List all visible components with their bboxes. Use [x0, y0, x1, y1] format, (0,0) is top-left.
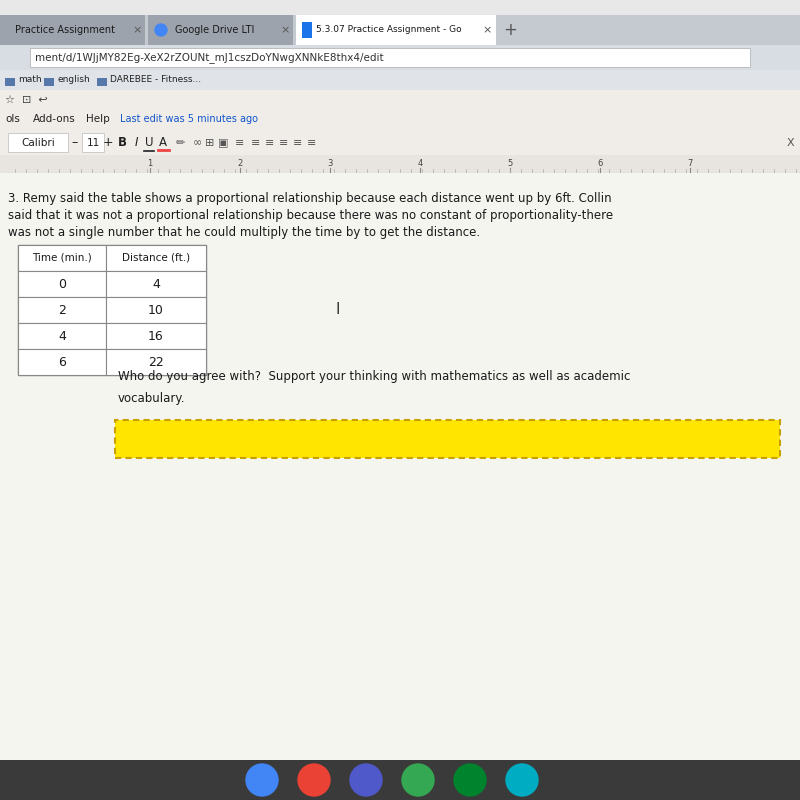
Circle shape [454, 764, 486, 796]
Text: ols: ols [5, 114, 20, 124]
Text: A: A [159, 137, 167, 150]
Bar [0, 760, 800, 800]
Text: –: – [72, 137, 78, 150]
Bar [18, 245, 106, 271]
Text: +: + [503, 21, 517, 39]
Text: Calibri: Calibri [21, 138, 55, 148]
Text: 6: 6 [598, 159, 602, 169]
Text: Google Drive LTI: Google Drive LTI [175, 25, 254, 35]
Text: ✏: ✏ [175, 138, 185, 148]
Text: vocabulary.: vocabulary. [118, 392, 186, 405]
Text: 5.3.07 Practice Assignment - Go: 5.3.07 Practice Assignment - Go [316, 26, 462, 34]
Circle shape [155, 24, 167, 36]
Text: ☆  ⊡  ↩: ☆ ⊡ ↩ [5, 95, 48, 105]
Bar [0, 108, 800, 130]
Bar [30, 48, 750, 67]
Text: ment/d/1WJjMY82Eg-XeX2rZOUNt_mJ1cszDoYNwgXNNkE8thx4/edit: ment/d/1WJjMY82Eg-XeX2rZOUNt_mJ1cszDoYNw… [35, 53, 384, 63]
Text: 4: 4 [58, 330, 66, 342]
Bar [106, 323, 206, 349]
Circle shape [298, 764, 330, 796]
Bar [106, 271, 206, 297]
Text: ≡: ≡ [279, 138, 289, 148]
Bar [0, 130, 800, 155]
Bar [148, 15, 293, 45]
Text: 11: 11 [86, 138, 100, 148]
Text: DAREBEE - Fitness...: DAREBEE - Fitness... [110, 75, 201, 85]
Text: ▣: ▣ [218, 138, 228, 148]
Text: Time (min.): Time (min.) [32, 253, 92, 263]
Bar [18, 297, 106, 323]
Text: 6: 6 [58, 355, 66, 369]
Bar [106, 349, 206, 375]
Text: ⊞: ⊞ [206, 138, 214, 148]
Bar [44, 78, 54, 86]
Circle shape [246, 764, 278, 796]
Text: was not a single number that he could multiply the time by to get the distance.: was not a single number that he could mu… [8, 226, 480, 239]
Bar [0, 70, 800, 90]
Text: Practice Assignment: Practice Assignment [15, 25, 115, 35]
Text: 0: 0 [58, 278, 66, 290]
Text: ×: × [280, 25, 290, 35]
Text: ≡: ≡ [235, 138, 245, 148]
Text: +: + [102, 137, 114, 150]
Text: 3: 3 [327, 159, 333, 169]
Text: 10: 10 [148, 303, 164, 317]
Bar [0, 45, 800, 70]
Text: 1: 1 [147, 159, 153, 169]
Bar [5, 78, 15, 86]
Bar [0, 90, 800, 110]
Text: 3. Remy said the table shows a proportional relationship because each distance w: 3. Remy said the table shows a proportio… [8, 192, 612, 205]
Text: Who do you agree with?  Support your thinking with mathematics as well as academ: Who do you agree with? Support your thin… [118, 370, 630, 383]
Circle shape [402, 764, 434, 796]
Bar [106, 245, 206, 271]
Circle shape [506, 764, 538, 796]
Text: B: B [118, 137, 126, 150]
Bar [8, 133, 68, 152]
Text: ×: × [482, 25, 492, 35]
Bar [18, 323, 106, 349]
Circle shape [350, 764, 382, 796]
Bar [18, 349, 106, 375]
Text: 4: 4 [418, 159, 422, 169]
Text: Last edit was 5 minutes ago: Last edit was 5 minutes ago [120, 114, 258, 124]
Text: ∞: ∞ [192, 138, 202, 148]
Text: ≡: ≡ [251, 138, 261, 148]
Text: ≡: ≡ [266, 138, 274, 148]
Bar [0, 15, 800, 45]
Text: 2: 2 [58, 303, 66, 317]
Bar [0, 15, 145, 45]
Text: math: math [18, 75, 42, 85]
Bar [0, 155, 800, 173]
Text: X: X [786, 138, 794, 148]
Text: said that it was not a proportional relationship because there was no constant o: said that it was not a proportional rela… [8, 209, 613, 222]
Bar [106, 297, 206, 323]
Text: Add-ons: Add-ons [33, 114, 75, 124]
Bar [115, 420, 780, 458]
Text: U: U [145, 137, 154, 150]
Text: ≡: ≡ [294, 138, 302, 148]
Text: 7: 7 [687, 159, 693, 169]
Text: ×: × [132, 25, 142, 35]
Bar [302, 22, 312, 38]
Text: 5: 5 [507, 159, 513, 169]
Text: english: english [57, 75, 90, 85]
Bar [18, 271, 106, 297]
Text: I: I [134, 137, 138, 150]
Text: 4: 4 [152, 278, 160, 290]
Bar [18, 245, 206, 375]
Text: Help: Help [86, 114, 110, 124]
Bar [296, 15, 496, 45]
Text: 2: 2 [238, 159, 242, 169]
Bar [82, 133, 104, 152]
Text: 22: 22 [148, 355, 164, 369]
Text: Distance (ft.): Distance (ft.) [122, 253, 190, 263]
Text: 16: 16 [148, 330, 164, 342]
Text: ≡: ≡ [307, 138, 317, 148]
Text: I: I [336, 302, 340, 318]
Bar [0, 173, 800, 800]
Bar [97, 78, 106, 86]
